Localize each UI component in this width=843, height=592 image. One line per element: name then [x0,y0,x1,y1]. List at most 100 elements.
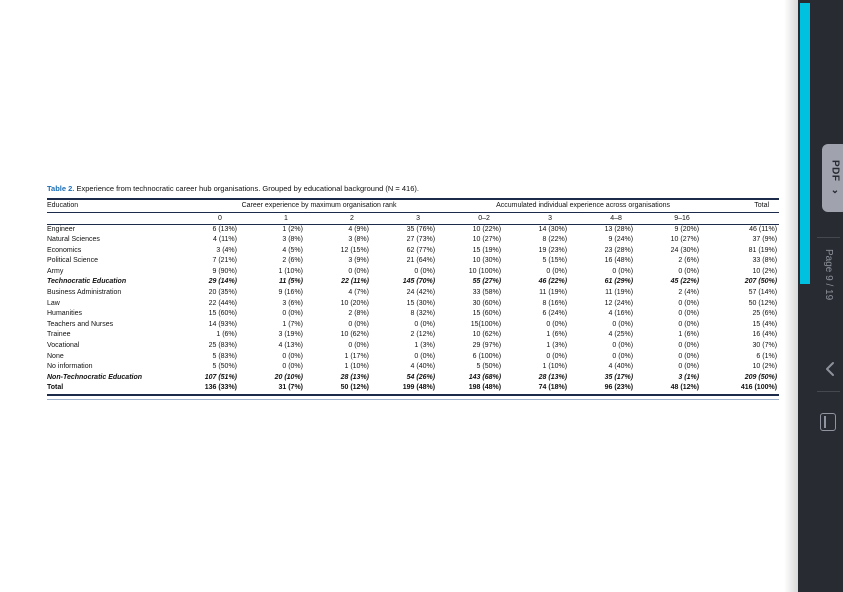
cell: 31 (7%) [278,384,303,392]
cell: 24 (42%) [406,289,436,297]
table-row: Vocational 25 (83%) 4 (13%) 0 (0%) 1 (3%… [47,341,779,352]
row-label: Engineer [47,225,76,233]
cell: 8 (22%) [542,236,568,244]
side-panel-icon[interactable] [820,413,836,431]
cell: 16 (48%) [604,257,634,265]
cell: 33 (58%) [472,289,502,297]
cell: 145 (70%) [402,278,436,286]
table-row: Trainee 1 (6%) 3 (19%) 10 (62%) 2 (12%) … [47,330,779,341]
table-row: Natural Sciences 4 (11%) 3 (8%) 3 (8%) 2… [47,235,779,246]
data-table: Education Career experience by maximum o… [47,198,780,396]
cell: 0 (0%) [678,363,700,371]
table-row: Total 136 (33%) 31 (7%) 50 (12%) 199 (48… [47,383,779,395]
cell: 1 (6%) [678,331,700,339]
cell: 1 (3%) [414,342,436,350]
cell: 416 (100%) [740,384,778,392]
cell: 207 (50%) [744,278,778,286]
cell: 10 (62%) [340,331,369,339]
cell: 35 (17%) [604,373,634,381]
cell: 143 (68%) [468,373,502,381]
cell: 1 (3%) [546,342,568,350]
cell: 15(100%) [470,320,502,328]
cell: 0 (0%) [612,342,634,350]
row-label: Trainee [47,331,71,339]
row-label: None [47,352,64,360]
cell: 27 (73%) [406,236,436,244]
cell: 199 (48%) [402,384,436,392]
subheader: 1 [253,212,319,225]
subheader-spacer [715,212,780,225]
cell: 5 (50%) [476,363,502,371]
scroll-indicator[interactable] [800,3,810,284]
cell: 1 (6%) [216,331,237,339]
cell: 0 (0%) [546,352,568,360]
cell: 2 (12%) [410,331,436,339]
column-group-rank: Career experience by maximum organisatio… [187,198,452,213]
cell: 4 (9%) [348,225,369,233]
cell: 74 (18%) [538,384,568,392]
table-row: Business Administration 20 (35%) 9 (16%)… [47,288,779,299]
table-caption-label: Table 2. [47,184,75,193]
cell: 20 (10%) [274,373,303,381]
cell: 14 (30%) [538,225,568,233]
pdf-dropdown-button[interactable]: PDF ⌄ [822,144,843,212]
cell: 1 (10%) [278,267,303,275]
cell: 1 (2%) [282,225,303,233]
cell: 24 (30%) [670,246,700,254]
cell: 11 (19%) [605,289,634,297]
cell: 22 (11%) [341,278,369,286]
table-row: None 5 (83%) 0 (0%) 1 (17%) 0 (0%) 6 (10… [47,352,779,363]
cell: 14 (93%) [208,320,237,328]
cell: 0 (0%) [348,267,369,275]
cell: 9 (24%) [608,236,634,244]
cell: 15 (19%) [472,246,502,254]
cell: 96 (23%) [604,384,634,392]
subheader: 4–8 [583,212,650,225]
cell: 29 (97%) [472,342,502,350]
chevron-left-icon[interactable] [824,360,836,378]
cell: 4 (40%) [410,363,436,371]
cell: 1 (17%) [344,352,369,360]
column-header-total: Total [715,198,780,213]
cell: 23 (28%) [604,246,634,254]
table-row: Non-Technocratic Education 107 (51%) 20 … [47,373,779,384]
cell: 0 (0%) [348,320,369,328]
cell: 0 (0%) [414,320,436,328]
row-label: Technocratic Education [47,278,127,286]
cell: 10 (100%) [468,267,502,275]
table-caption-text: Experience from technocratic career hub … [76,184,419,193]
cell: 2 (6%) [678,257,700,265]
cell: 4 (16%) [608,310,634,318]
cell: 2 (8%) [348,310,369,318]
cell: 16 (4%) [752,331,778,339]
cell: 4 (40%) [608,363,634,371]
cell: 3 (8%) [348,236,369,244]
cell: 57 (14%) [748,289,778,297]
cell: 11 (5%) [279,278,303,286]
cell: 0 (0%) [282,363,303,371]
cell: 48 (12%) [670,384,700,392]
cell: 35 (76%) [406,225,436,233]
table-row: Technocratic Education 29 (14%) 11 (5%) … [47,277,779,288]
cell: 46 (11%) [749,225,778,233]
cell: 0 (0%) [612,352,634,360]
row-label: Teachers and Nurses [47,320,114,328]
cell: 22 (44%) [208,299,237,307]
cell: 5 (15%) [542,257,568,265]
viewer-side-rail: PDF ⌄ Page 9 / 19 [798,0,843,592]
row-label: Law [47,299,60,307]
table-row: Economics 3 (4%) 4 (5%) 12 (15%) 62 (77%… [47,246,779,257]
cell: 15 (60%) [472,310,502,318]
subheader: 3 [517,212,584,225]
cell: 0 (0%) [678,267,700,275]
cell: 0 (0%) [678,342,700,350]
table-row: No information 5 (50%) 0 (0%) 1 (10%) 4 … [47,362,779,373]
cell: 25 (83%) [208,342,237,350]
cell: 0 (0%) [348,342,369,350]
cell: 0 (0%) [612,320,634,328]
cell: 13 (28%) [604,225,634,233]
cell: 1 (10%) [344,363,369,371]
cell: 0 (0%) [678,320,700,328]
cell: 30 (7%) [752,342,778,350]
cell: 3 (9%) [348,257,369,265]
